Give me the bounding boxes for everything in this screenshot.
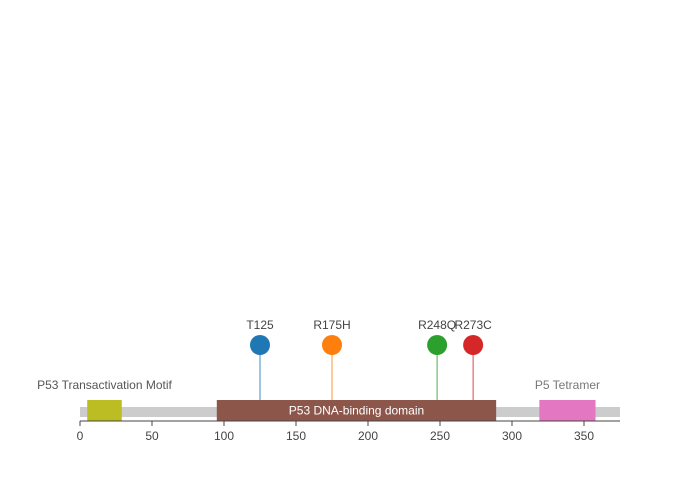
domain-layer: P53 Transactivation Motif P53 DNA-binding…: [37, 378, 600, 421]
x-tick-label: 100: [214, 429, 234, 443]
mutation-marker[interactable]: [463, 335, 484, 355]
x-tick-label: 150: [286, 429, 306, 443]
mutation-label: R248Q: [418, 318, 456, 332]
x-tick-label: 350: [574, 429, 594, 443]
mutation-label: R175H: [313, 318, 350, 332]
x-tick-label: 0: [77, 429, 84, 443]
mutation-marker[interactable]: [250, 335, 270, 355]
x-tick-label: 50: [145, 429, 159, 443]
mutation-marker[interactable]: [322, 335, 342, 355]
mutation-marker[interactable]: [427, 335, 448, 355]
x-tick-label: 200: [358, 429, 378, 443]
domain-rect: [87, 400, 122, 421]
mutation-label: R273C: [454, 318, 492, 332]
domain-label: P5 Tetramer: [535, 378, 600, 392]
x-axis: 0 50 100 150 200 250 300 350: [77, 420, 620, 443]
domain-rect: [539, 400, 596, 421]
x-tick-label: 300: [502, 429, 522, 443]
domain-label: P53 Transactivation Motif: [37, 378, 172, 392]
mutation-label: T125: [246, 318, 274, 332]
domain-label: P53 DNA-binding domain: [289, 404, 424, 418]
domain-rect: [216, 400, 497, 421]
x-tick-label: 250: [430, 429, 450, 443]
